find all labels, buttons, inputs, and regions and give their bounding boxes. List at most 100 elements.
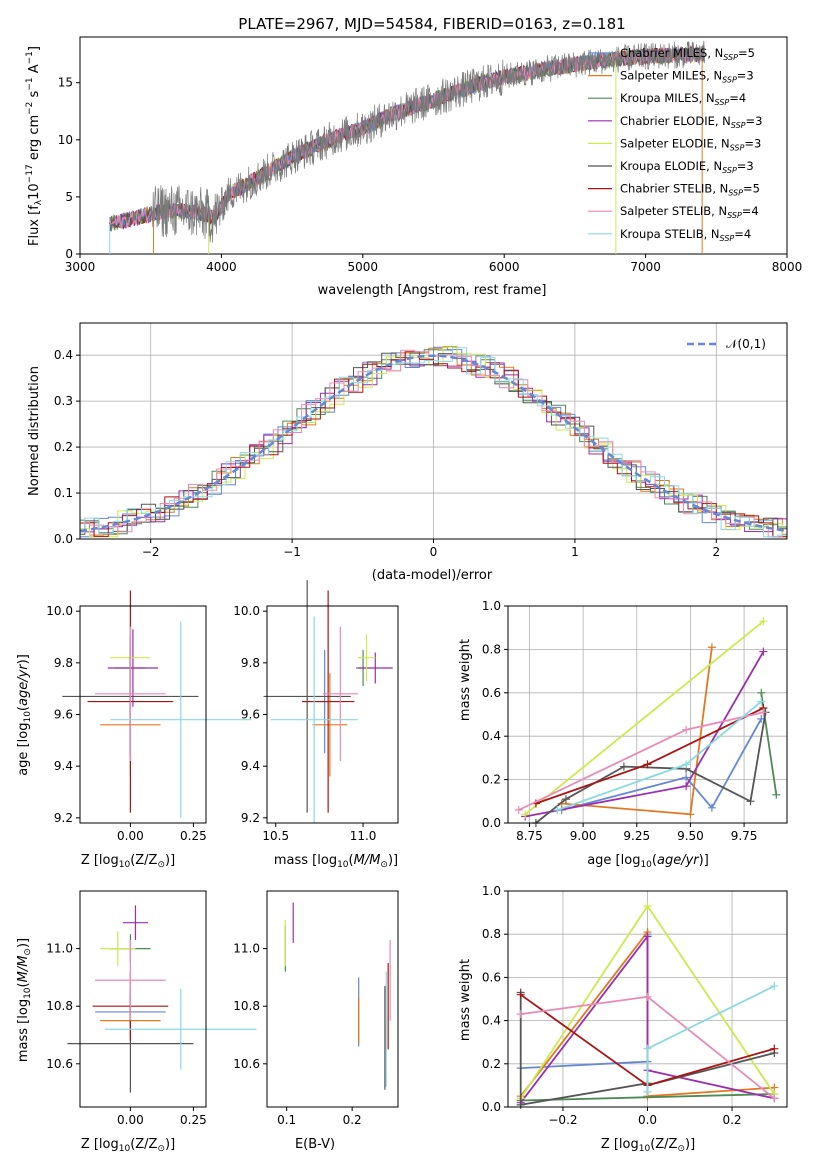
x-tick-label: 0.00 [117, 1113, 144, 1127]
series-line [557, 700, 762, 811]
y-tick-label: 10.6 [233, 1057, 260, 1071]
y-tick-label: 9.4 [241, 759, 260, 773]
x-tick-label: 0.25 [180, 829, 207, 843]
mass-ebv-xlabel: E(B-V) [295, 1137, 335, 1152]
x-tick-label: 0.1 [277, 1113, 296, 1127]
series-marker [553, 805, 562, 814]
y-tick-label: 10.0 [233, 604, 260, 618]
histogram-legend: 𝒩(0,1) [687, 337, 766, 351]
series-line [561, 718, 762, 811]
axes-frame [507, 605, 788, 824]
x-tick-label: 0.2 [722, 1113, 741, 1127]
spectrum-ticks: 3000 4000 5000 6000 7000 8000 0 5 10 15 [58, 76, 803, 274]
y-tick-label: 9.6 [54, 708, 73, 722]
legend-label: Chabrier STELIB, NSSP=5 [620, 182, 760, 198]
y-tick-label: 0.1 [54, 486, 73, 500]
histogram-ticks: −2 −1 0 1 2 0.0 0.1 0.2 0.3 0.4 [54, 348, 720, 559]
normal-curve-line [79, 354, 788, 533]
y-tick-label: 9.4 [54, 759, 73, 773]
y-tick-label: 0.0 [482, 1100, 501, 1114]
series-marker [686, 810, 695, 819]
mass-vs-EBV-panel: 0.1 0.2 10.6 10.8 11.0 [233, 890, 399, 1127]
histogram-step-line [80, 347, 787, 538]
series-marker [707, 643, 716, 652]
series-marker [643, 932, 652, 941]
x-tick-label: 10.5 [262, 829, 289, 843]
series-marker [757, 688, 766, 697]
spectrum-axes-frame [79, 36, 788, 255]
spectrum-ylabel: Flux [fλ10−17 erg cm−2 s−1 A−1] [25, 46, 44, 246]
mass-z-ylabel: mass [log10(M/M⊙)] [16, 938, 33, 1062]
x-tick-label: −2 [142, 545, 160, 559]
series-marker [514, 805, 523, 814]
x-tick-label: 9.25 [623, 829, 650, 843]
spectrum-xlabel: wavelength [Angstrom, rest frame] [318, 283, 547, 298]
y-tick-label: 0 [65, 247, 73, 261]
series-marker [619, 762, 628, 771]
legend-label: Salpeter MILES, NSSP=3 [620, 69, 754, 85]
x-tick-label: 3000 [65, 260, 96, 274]
x-tick-label: 9.50 [677, 829, 704, 843]
legend-label: Kroupa MILES, NSSP=4 [620, 91, 746, 107]
y-tick-label: 0.6 [482, 686, 501, 700]
series-marker [759, 708, 768, 717]
legend-label: Salpeter STELIB, NSSP=4 [620, 204, 759, 220]
x-tick-label: 5000 [348, 260, 379, 274]
y-tick-label: 0.0 [54, 532, 73, 546]
histogram-panel: −2 −1 0 1 2 0.0 0.1 0.2 0.3 0.4 (data-model)/erro… [27, 322, 788, 583]
series-marker [770, 982, 779, 991]
y-tick-label: 0.3 [54, 394, 73, 408]
series-line [535, 707, 764, 805]
series-marker [643, 760, 652, 769]
series-marker [521, 810, 530, 819]
y-tick-label: 9.6 [241, 708, 260, 722]
x-tick-label: 0.25 [180, 1113, 207, 1127]
normal-legend-label: 𝒩(0,1) [726, 337, 766, 351]
mass-weight-vs-Z-panel: −0.2 0.0 0.2 0.0 0.2 0.4 0.6 0.8 1.0 [482, 884, 788, 1127]
age-vs-Z-panel: 0.00 0.25 9.2 9.4 9.6 9.8 10.0 [46, 590, 252, 843]
mwage-xlabel: age [log10(age/yr)] [587, 853, 709, 870]
series-marker [643, 1087, 652, 1096]
axes-frame [79, 605, 207, 824]
figure-title: PLATE=2967, MJD=54584, FIBERID=0163, z=0… [238, 15, 625, 33]
y-tick-label: 0.2 [54, 440, 73, 454]
age-z-xlabel: Z [log10(Z/Z⊙)] [81, 853, 175, 870]
y-tick-label: 9.2 [54, 811, 73, 825]
series-marker [770, 1094, 779, 1103]
series-line [520, 1093, 775, 1102]
series-line [524, 620, 764, 815]
series-marker [759, 617, 768, 626]
x-tick-label: 8000 [772, 260, 803, 274]
series-marker [643, 902, 652, 911]
x-tick-label: 7000 [630, 260, 661, 274]
x-tick-label: 9.75 [731, 829, 758, 843]
legend-label: Salpeter ELODIE, NSSP=3 [620, 136, 761, 152]
x-tick-label: 4000 [206, 260, 237, 274]
y-tick-label: 0.8 [482, 927, 501, 941]
spectrum-panel: 3000 4000 5000 6000 7000 8000 0 5 10 15 wavelengt… [25, 36, 803, 298]
y-tick-label: 10 [58, 133, 73, 147]
x-tick-label: 1 [571, 545, 579, 559]
mass-z-xlabel: Z [log10(Z/Z⊙)] [81, 1137, 175, 1154]
histogram-ylabel: Normed distribution [27, 366, 42, 496]
series-marker [643, 1044, 652, 1053]
age-mass-xlabel: mass [log10(M/M⊙)] [274, 853, 398, 870]
y-tick-label: 0.4 [54, 348, 73, 362]
y-tick-label: 11.0 [233, 942, 260, 956]
x-tick-label: −1 [283, 545, 301, 559]
x-tick-label: 0.00 [117, 829, 144, 843]
y-tick-label: 15 [58, 76, 73, 90]
histogram-plot-area [79, 346, 788, 538]
y-tick-label: 10.6 [46, 1057, 73, 1071]
axes-frame [79, 890, 207, 1108]
y-tick-label: 10.8 [46, 999, 73, 1013]
x-tick-label: 2 [712, 545, 720, 559]
mwz-ylabel: mass weight [458, 959, 473, 1041]
x-tick-label: −0.2 [548, 1113, 577, 1127]
mass-weight-vs-age-panel: 8.75 9.00 9.25 9.50 9.75 0.0 0.2 0.4 0.6 0.8 1.0 [482, 599, 788, 843]
histogram-step-line [80, 349, 787, 538]
y-tick-label: 0.4 [482, 1014, 501, 1028]
series-marker [707, 803, 716, 812]
y-tick-label: 9.2 [241, 811, 260, 825]
